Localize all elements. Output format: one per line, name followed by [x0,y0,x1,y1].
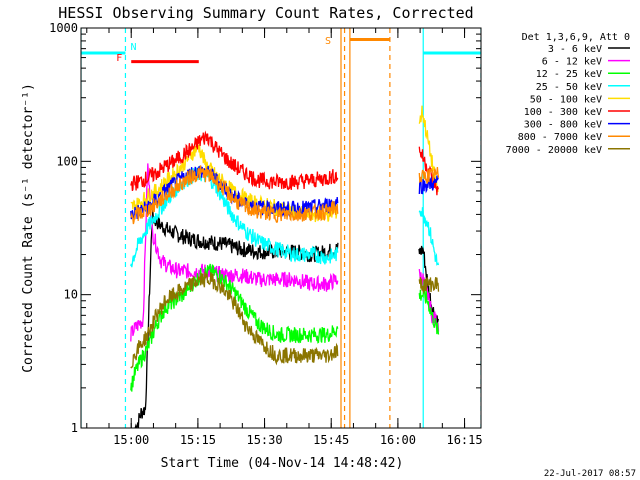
x-tick-label-5: 16:15 [446,433,482,447]
x-axis-label: Start Time (04-Nov-14 14:48:42) [161,456,404,471]
legend-label-1: 6 - 12 keV [542,57,602,68]
plot-area [81,28,481,428]
x-tick-label-0: 15:00 [113,433,149,447]
y-axis-label: Corrected Count Rate (s⁻¹ detector⁻¹) [21,83,36,373]
annotation-f: F [116,53,122,64]
x-tick-label-3: 15:45 [313,433,349,447]
annotation-s: S [325,36,331,47]
legend-label-8: 7000 - 20000 keV [506,145,602,156]
series-line-4 [130,105,439,223]
legend-label-2: 12 - 25 keV [536,69,602,80]
footer-timestamp: 22-Jul-2017 08:57 [544,469,636,479]
legend-label-5: 100 - 300 keV [524,107,602,118]
legend-title: Det 1,3,6,9, Att 0 [522,32,630,43]
y-tick-label-2: 100 [56,154,78,168]
legend-label-4: 50 - 100 keV [530,94,602,105]
y-axis: 1 10 100 1000 [49,21,481,435]
x-tick-label-2: 15:30 [246,433,282,447]
series-line-3 [130,165,440,268]
legend-label-3: 25 - 50 keV [536,82,602,93]
legend-label-6: 300 - 800 keV [524,120,602,131]
annotation-n: N [130,42,136,53]
x-axis: 15:00 15:15 15:30 15:45 16:00 16:15 [86,28,483,447]
series-line-8 [130,271,440,369]
y-tick-label-0: 1 [71,421,78,435]
series-line-0 [134,210,440,428]
y-tick-label-1: 10 [64,288,78,302]
series-line-2 [130,263,440,392]
series-line-7 [130,165,440,225]
x-tick-label-1: 15:15 [180,433,216,447]
legend-label-7: 800 - 7000 keV [518,132,602,143]
chart-title: HESSI Observing Summary Count Rates, Cor… [58,4,473,22]
legend: Det 1,3,6,9, Att 03 - 6 keV 6 - 12 keV12 … [506,32,630,156]
x-tick-label-4: 16:00 [380,433,416,447]
plot-frame [80,27,482,429]
legend-label-0: 3 - 6 keV [548,44,602,55]
y-tick-label-3: 1000 [49,21,78,35]
